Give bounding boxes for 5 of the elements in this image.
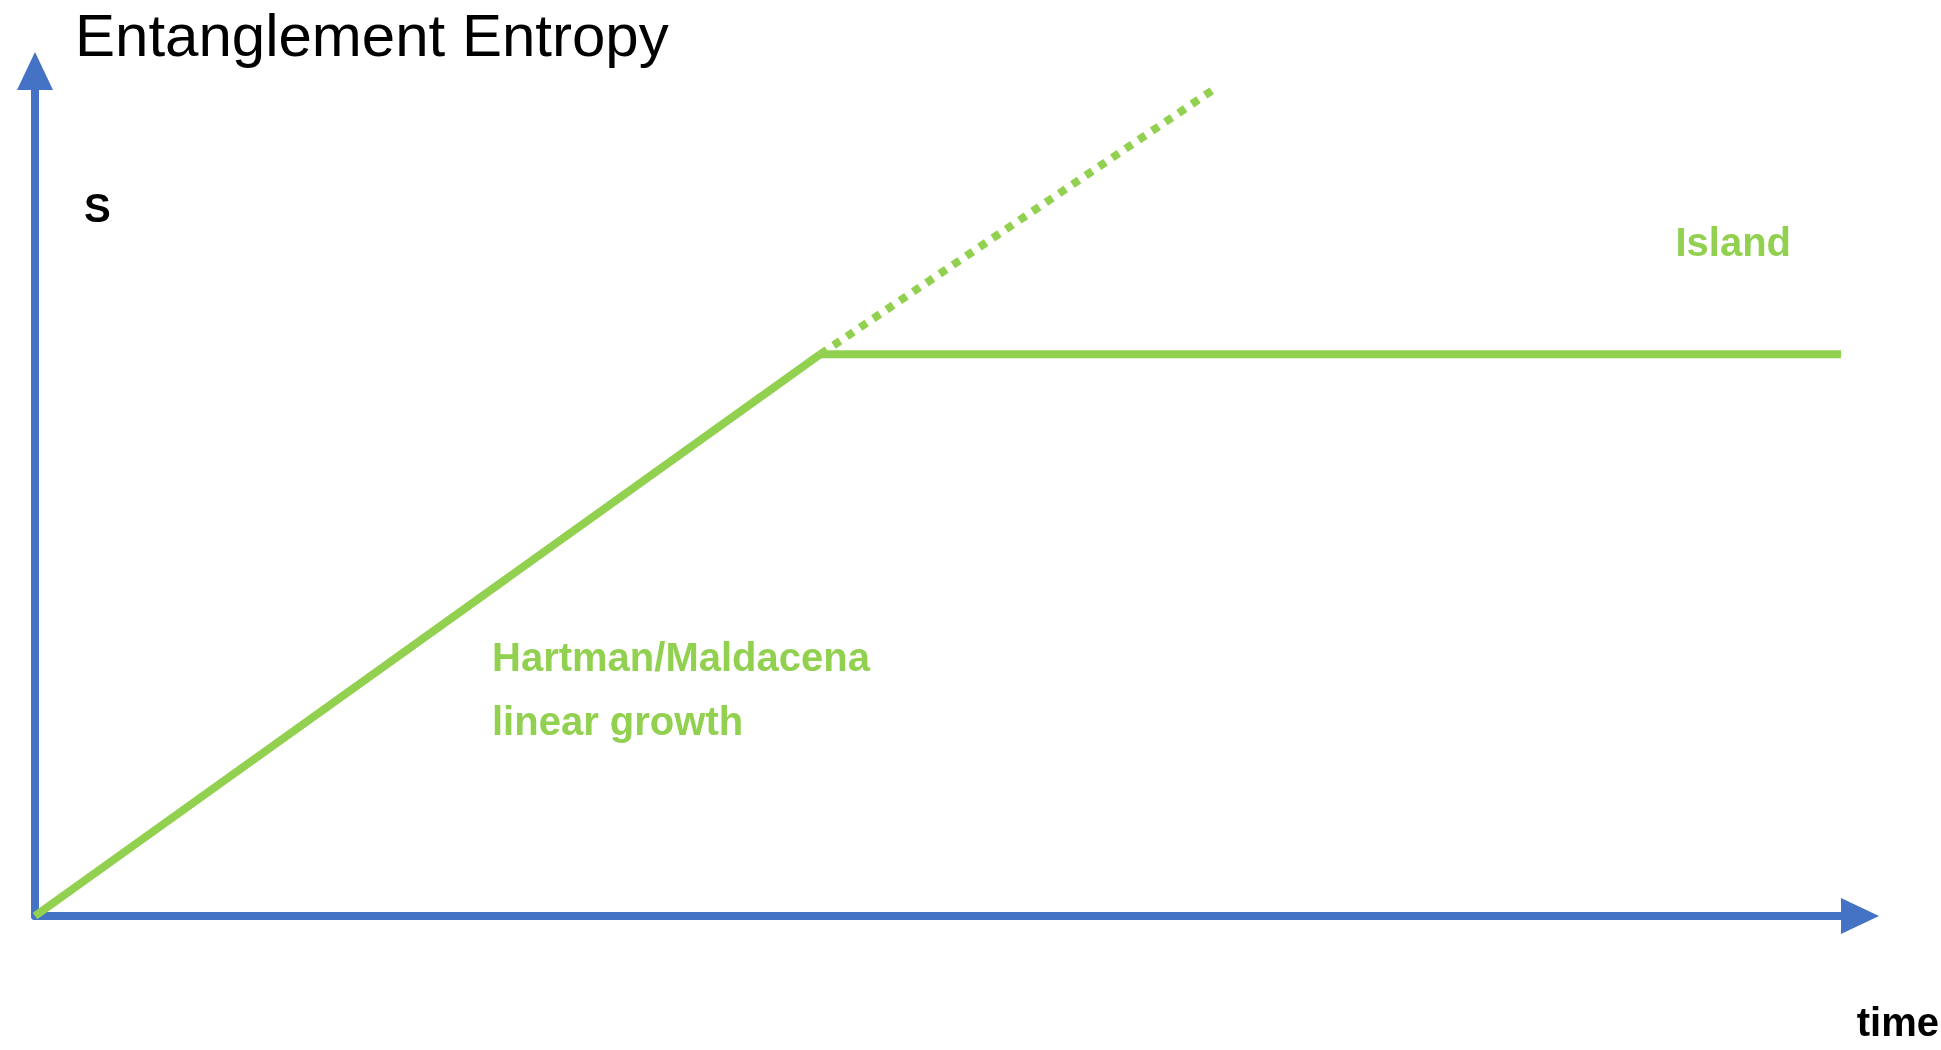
- annotation: Hartman/Maldacena linear growth: [492, 635, 871, 743]
- annotation: Island: [1675, 220, 1792, 264]
- x-axis-title: time: [1856, 1000, 1939, 1044]
- y-axis-title: S: [84, 186, 111, 230]
- chart-title: Entanglement Entropy: [75, 1, 669, 69]
